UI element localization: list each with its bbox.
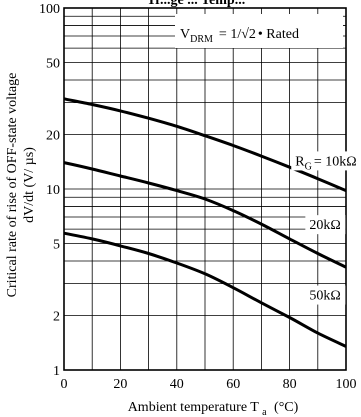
y-tick-label: 5 [53,237,60,252]
x-axis-title-suffix: (°C) [274,400,299,415]
condition-middle: = 1/ [219,27,241,42]
series-line [63,97,347,192]
series-label-bg [305,215,346,235]
series-label-bg [291,151,361,171]
x-axis-title-prefix: Ambient temperature T [128,400,260,415]
series-label-text: R [295,154,305,169]
condition-suffix: • Rated [258,27,299,42]
x-tick-label: 0 [61,377,68,392]
series-line [63,231,347,348]
series-label: RG = 10kΩ [295,154,356,172]
y-tick-label: 1 [53,364,60,379]
series-label-sub: G [305,161,312,172]
condition-radical: √2 [241,27,256,42]
x-tick-label: 40 [170,377,184,392]
y-tick-labels: 1 2 5 10 20 50 100 [39,2,60,379]
series-labels: RG = 10kΩ 20kΩ 50kΩ [291,151,361,305]
series-label-text: 20kΩ [309,218,340,233]
x-tick-labels: 0 20 40 60 80 100 [61,377,357,392]
series-label: 20kΩ [309,218,340,233]
series-label-suffix: = 10kΩ [314,154,357,169]
y-axis-title-line2: dV/dt (V/ µs) [22,147,37,223]
condition-box: VDRM = 1/√2 • Rated [175,14,343,48]
series-line [63,161,347,269]
x-axis-title: Ambient temperature T a (°C) [128,400,299,417]
series-label-bg [305,285,346,305]
y-tick-label: 100 [39,2,60,17]
series-lines [63,97,347,348]
condition-prefix: V [180,27,190,42]
x-tick-label: 100 [336,377,357,392]
condition-text: VDRM = 1/√2 • Rated [180,27,299,45]
y-tick-label: 10 [46,183,60,198]
y-axis-title-line1: Critical rate of rise of OFF-state volta… [5,73,20,298]
chart-title: Tr...ge ... Temp... [147,0,245,8]
condition-background [175,14,343,48]
y-tick-label: 20 [46,129,60,144]
x-tick-label: 80 [283,377,297,392]
x-tick-label: 20 [113,377,127,392]
series-label-text: 50kΩ [309,289,340,304]
y-tick-label: 2 [53,310,60,325]
series-label: 50kΩ [309,289,340,304]
y-tick-label: 50 [46,56,60,71]
x-tick-label: 60 [226,377,240,392]
x-axis-title-sub: a [262,407,267,417]
condition-sub: DRM [190,34,213,45]
